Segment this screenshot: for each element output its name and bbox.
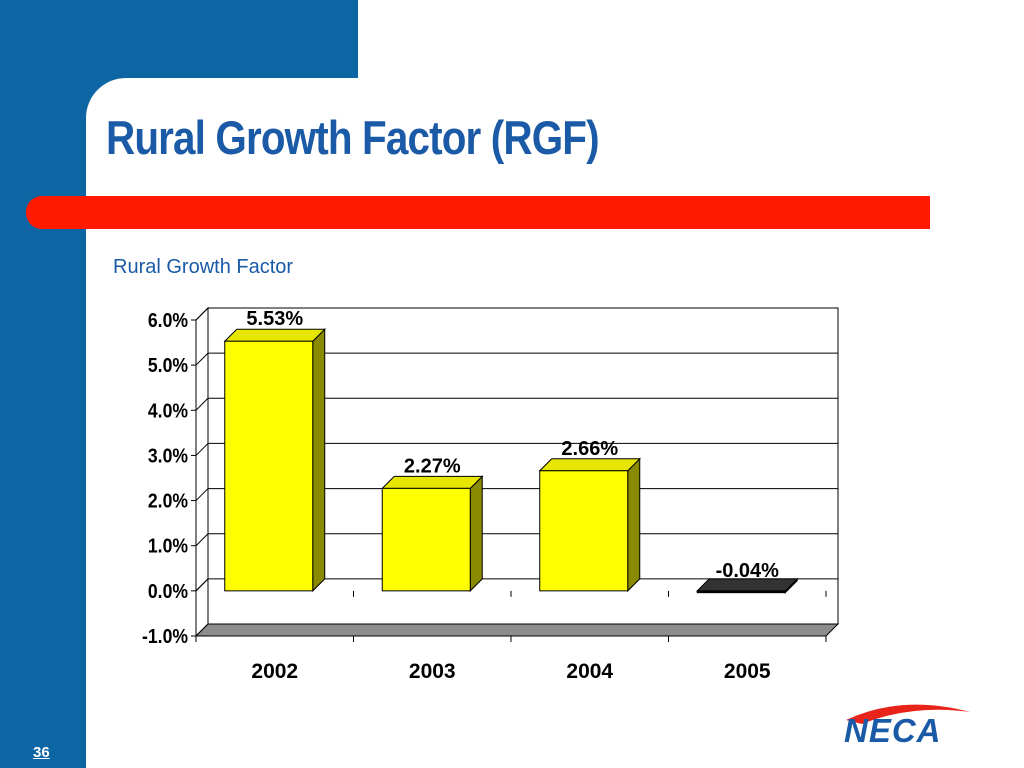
y-tick-label: 3.0% [148, 444, 188, 466]
bar-top [538, 458, 641, 472]
data-label: -0.04% [716, 560, 780, 582]
x-tick-label: 2002 [251, 660, 298, 683]
bar [224, 340, 314, 592]
zero-line-side [195, 578, 209, 592]
y-tick-label: 6.0% [148, 309, 188, 331]
data-label: 2.27% [404, 455, 461, 477]
bar-side [312, 328, 326, 593]
bar-side [469, 475, 483, 593]
chart-side-wall [195, 306, 209, 638]
y-tick-label: 0.0% [148, 580, 188, 602]
gridline-side [195, 397, 209, 411]
x-tick-label: 2003 [409, 660, 456, 683]
left-brand-band [0, 0, 86, 768]
bar [696, 590, 786, 594]
neca-logo: NECA [844, 704, 970, 748]
title-underline-bar [26, 196, 930, 229]
gridline-side [195, 533, 209, 547]
logo-text: NECA [844, 712, 942, 748]
y-tick-label: 2.0% [148, 490, 188, 512]
y-tick-label: 5.0% [148, 354, 188, 376]
data-label: 2.66% [561, 438, 618, 460]
y-tick-label: 1.0% [148, 535, 188, 557]
bar-side [627, 457, 641, 593]
bar [381, 487, 471, 592]
logo-swoosh [846, 704, 970, 724]
top-brand-band [0, 0, 358, 78]
slide-title: Rural Growth Factor (RGF) [106, 111, 600, 164]
x-tick-label: 2004 [566, 660, 613, 683]
y-tick-label: -1.0% [142, 625, 188, 647]
gridline-side [195, 352, 209, 366]
page-number: 36 [33, 744, 50, 761]
bar-top [223, 328, 326, 342]
bar [539, 470, 629, 592]
gridline-side [195, 307, 209, 321]
gridline-side [195, 443, 209, 456]
chart-floor [194, 623, 840, 637]
y-tick-label: 4.0% [148, 399, 188, 421]
bar-top [381, 475, 484, 489]
chart-title: Rural Growth Factor [113, 256, 294, 278]
data-label: 5.53% [246, 308, 303, 330]
x-tick-label: 2005 [724, 660, 771, 683]
gridline-side [195, 488, 209, 501]
